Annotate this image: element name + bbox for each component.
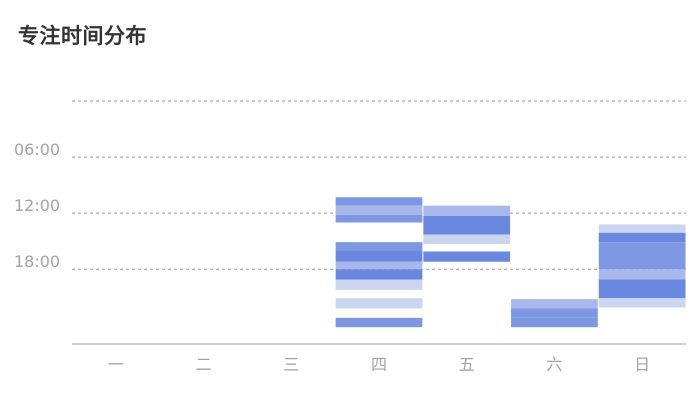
x-tick-label: 五 bbox=[459, 355, 475, 374]
session-bar bbox=[335, 215, 423, 223]
session-bars bbox=[335, 197, 686, 328]
session-bar bbox=[598, 279, 686, 299]
session-bar bbox=[335, 197, 423, 206]
x-tick-label: 四 bbox=[371, 355, 387, 374]
session-bar bbox=[335, 279, 423, 290]
session-bar bbox=[335, 298, 423, 309]
axes: 06:00 12:00 18:00 一 二 三 四 五 六 日 bbox=[14, 140, 686, 374]
session-bar bbox=[423, 251, 511, 262]
session-bar bbox=[423, 215, 511, 235]
y-tick-label: 06:00 bbox=[14, 140, 60, 159]
session-bar bbox=[335, 205, 423, 216]
session-bar bbox=[335, 261, 423, 270]
x-tick-label: 二 bbox=[196, 355, 212, 374]
session-bar bbox=[423, 205, 511, 216]
x-tick-label: 日 bbox=[634, 355, 650, 374]
session-bar bbox=[511, 317, 598, 328]
x-tick-label: 六 bbox=[546, 355, 562, 374]
session-bar bbox=[511, 308, 598, 318]
session-bar bbox=[598, 269, 686, 280]
y-tick-label: 18:00 bbox=[14, 252, 60, 271]
session-bar bbox=[598, 232, 686, 243]
x-tick-label: 一 bbox=[108, 355, 124, 374]
chart-title: 专注时间分布 bbox=[18, 24, 147, 48]
x-tick-label: 三 bbox=[283, 355, 299, 374]
session-bar bbox=[598, 298, 686, 308]
session-bar bbox=[511, 299, 598, 309]
session-bar bbox=[335, 242, 423, 251]
session-bar bbox=[598, 242, 686, 270]
session-bar bbox=[598, 224, 686, 233]
session-bar bbox=[335, 269, 423, 280]
y-tick-label: 12:00 bbox=[14, 196, 60, 215]
session-bar bbox=[423, 234, 511, 244]
session-bar bbox=[335, 250, 423, 262]
session-bar bbox=[335, 317, 423, 328]
